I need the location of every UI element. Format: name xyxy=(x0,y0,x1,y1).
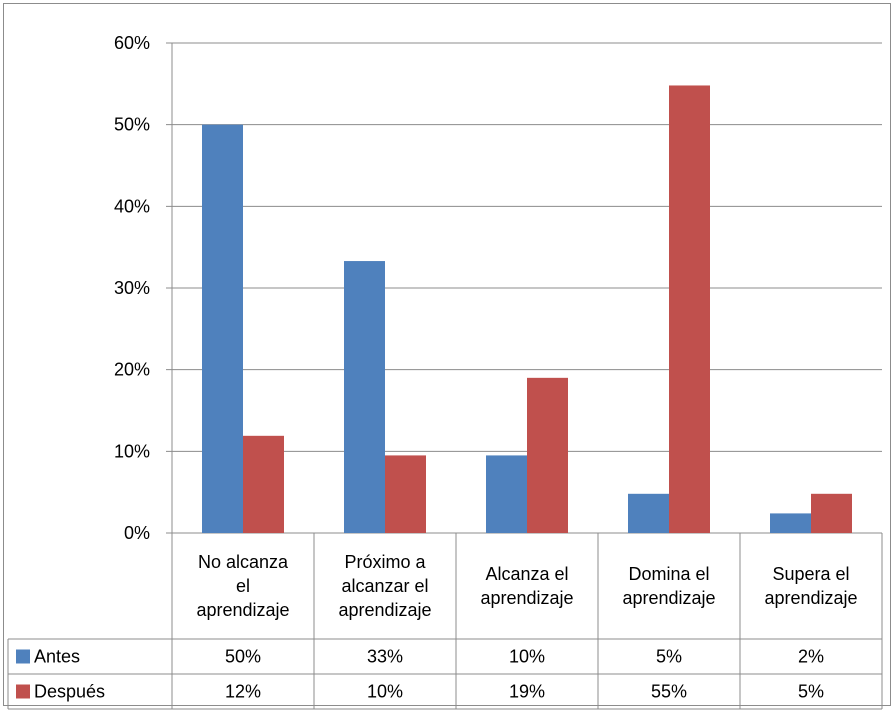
category-label: alcanzar el xyxy=(341,576,428,596)
chart-frame xyxy=(3,3,891,706)
bars xyxy=(202,85,852,534)
legend-label: Antes xyxy=(34,647,80,667)
category-label: aprendizaje xyxy=(196,600,289,620)
table-cell: 10% xyxy=(509,647,545,667)
bar-después xyxy=(669,85,710,533)
table-cell: 33% xyxy=(367,647,403,667)
y-tick-label: 20% xyxy=(114,360,150,380)
table-cell: 55% xyxy=(651,682,687,702)
bar-antes xyxy=(486,455,527,533)
legend-swatch-después xyxy=(16,684,30,699)
bar-antes xyxy=(202,124,243,534)
category-label: Domina el xyxy=(628,564,709,584)
y-tick-label: 0% xyxy=(124,523,150,543)
table-cell: 5% xyxy=(798,682,824,702)
y-tick-label: 60% xyxy=(114,33,150,53)
table-cell: 5% xyxy=(656,647,682,667)
table-cell: 10% xyxy=(367,682,403,702)
gridlines xyxy=(166,42,882,534)
table-cell: 12% xyxy=(225,682,261,702)
y-tick-label: 50% xyxy=(114,115,150,135)
table-cell: 19% xyxy=(509,682,545,702)
axes: 0% 10% 20% 30% 40% 50% 60% xyxy=(114,33,173,543)
category-label: Supera el xyxy=(772,564,849,584)
table-cell: 2% xyxy=(798,647,824,667)
bar-después xyxy=(527,377,568,533)
bar-antes xyxy=(770,513,811,533)
y-tick-label: 30% xyxy=(114,278,150,298)
y-tick-label: 10% xyxy=(114,441,150,461)
category-label: el xyxy=(236,576,250,596)
data-table: No alcanza el aprendizaje Próximo a alcanzar… xyxy=(7,533,883,710)
category-label: No alcanza xyxy=(198,552,289,572)
category-label: aprendizaje xyxy=(480,588,573,608)
category-label: Próximo a xyxy=(344,552,426,572)
category-label: Alcanza el xyxy=(485,564,568,584)
bar-antes xyxy=(344,261,385,533)
legend-label: Después xyxy=(34,682,105,702)
bar-antes xyxy=(628,493,669,533)
legend-swatch-antes xyxy=(16,649,30,664)
category-label: aprendizaje xyxy=(622,588,715,608)
category-label: aprendizaje xyxy=(338,600,431,620)
bar-después xyxy=(243,435,284,533)
bar-después xyxy=(811,493,852,533)
table-cell: 50% xyxy=(225,647,261,667)
bar-después xyxy=(385,455,426,533)
y-tick-label: 40% xyxy=(114,196,150,216)
category-label: aprendizaje xyxy=(764,588,857,608)
